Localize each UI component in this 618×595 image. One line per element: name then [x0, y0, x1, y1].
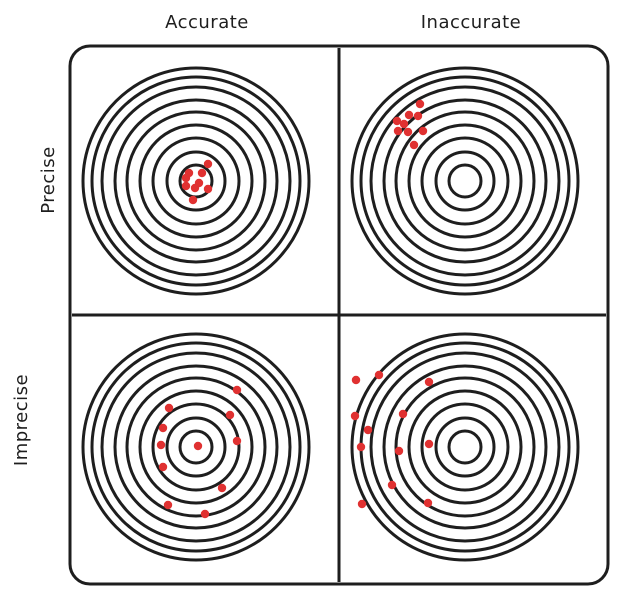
- shot-dot-inaccurate-imprecise: [351, 375, 361, 385]
- target-ring: [113, 364, 279, 530]
- target-ring: [369, 351, 561, 543]
- target-ring: [113, 98, 279, 264]
- column-label-accurate: Accurate: [165, 12, 249, 33]
- shot-dot-inaccurate-imprecise: [424, 377, 434, 387]
- target-ring: [125, 376, 267, 518]
- target-ring: [434, 150, 496, 212]
- target-ring: [90, 75, 302, 287]
- shot-dot-inaccurate-precise: [403, 127, 413, 137]
- shot-dot-inaccurate-imprecise: [356, 442, 366, 452]
- shot-dot-inaccurate-precise: [399, 119, 409, 129]
- target-accurate-precise: [81, 66, 311, 296]
- target-ring: [138, 389, 254, 505]
- target-ring: [407, 389, 523, 505]
- target-ring: [100, 351, 292, 543]
- target-ring: [151, 402, 241, 492]
- shot-dot-inaccurate-imprecise: [394, 446, 404, 456]
- shot-dot-inaccurate-precise: [418, 126, 428, 136]
- target-ring: [420, 402, 510, 492]
- shot-dot-accurate-imprecise: [217, 483, 227, 493]
- grid-frame: [68, 44, 610, 586]
- target-ring: [447, 429, 483, 465]
- shot-dot-accurate-precise: [203, 159, 213, 169]
- shot-dot-inaccurate-precise: [392, 116, 402, 126]
- shot-dot-inaccurate-imprecise: [350, 411, 360, 421]
- shot-dot-accurate-precise: [194, 178, 204, 188]
- shot-dot-accurate-imprecise: [164, 403, 174, 413]
- target-ring: [369, 85, 561, 277]
- target-ring: [447, 163, 483, 199]
- target-ring: [125, 110, 267, 252]
- target-ring: [382, 98, 548, 264]
- target-ring: [382, 364, 548, 530]
- target-ring: [178, 429, 214, 465]
- shot-dot-accurate-precise: [181, 181, 191, 191]
- shot-dot-inaccurate-precise: [404, 110, 414, 120]
- shot-dot-accurate-imprecise: [232, 436, 242, 446]
- target-accurate-imprecise: [81, 332, 311, 562]
- shot-dot-inaccurate-imprecise: [398, 409, 408, 419]
- shot-dot-accurate-imprecise: [158, 423, 168, 433]
- target-ring: [81, 66, 311, 296]
- shot-dot-accurate-precise: [203, 184, 213, 194]
- shot-dot-accurate-imprecise: [193, 441, 203, 451]
- shot-dot-accurate-imprecise: [225, 410, 235, 420]
- shot-dot-inaccurate-precise: [415, 99, 425, 109]
- target-ring: [81, 332, 311, 562]
- target-ring: [178, 163, 214, 199]
- target-ring: [359, 75, 571, 287]
- row-label-imprecise: Imprecise: [11, 374, 32, 466]
- shot-dot-inaccurate-imprecise: [363, 425, 373, 435]
- shot-dot-accurate-imprecise: [200, 509, 210, 519]
- target-ring: [100, 85, 292, 277]
- shot-dot-accurate-imprecise: [232, 385, 242, 395]
- shot-dot-inaccurate-imprecise: [374, 370, 384, 380]
- target-ring: [407, 123, 523, 239]
- target-ring: [350, 332, 580, 562]
- target-inaccurate-precise: [350, 66, 580, 296]
- row-label-precise: Precise: [38, 146, 59, 213]
- target-ring: [165, 416, 227, 478]
- target-ring: [350, 66, 580, 296]
- shot-dot-inaccurate-precise: [393, 126, 403, 136]
- shot-dot-accurate-precise: [197, 168, 207, 178]
- shot-dot-accurate-precise: [188, 195, 198, 205]
- target-ring: [359, 341, 571, 553]
- target-ring: [90, 341, 302, 553]
- target-ring: [394, 376, 536, 518]
- dots-layer: [156, 99, 434, 519]
- shot-dot-inaccurate-imprecise: [423, 498, 433, 508]
- shot-dot-inaccurate-precise: [409, 140, 419, 150]
- column-label-inaccurate: Inaccurate: [421, 12, 522, 33]
- shot-dot-inaccurate-precise: [413, 111, 423, 121]
- target-ring: [434, 416, 496, 478]
- target-inaccurate-imprecise: [350, 332, 580, 562]
- shot-dot-inaccurate-imprecise: [387, 480, 397, 490]
- targets-layer: [81, 66, 580, 562]
- shot-dot-inaccurate-imprecise: [357, 499, 367, 509]
- shot-dot-accurate-imprecise: [158, 462, 168, 472]
- shot-dot-inaccurate-imprecise: [424, 439, 434, 449]
- shot-dot-accurate-precise: [181, 173, 191, 183]
- target-ring: [394, 110, 536, 252]
- target-ring: [420, 136, 510, 226]
- shot-dot-accurate-imprecise: [156, 440, 166, 450]
- target-ring: [138, 123, 254, 239]
- shot-dot-accurate-imprecise: [163, 500, 173, 510]
- target-ring: [151, 136, 241, 226]
- target-ring: [165, 150, 227, 212]
